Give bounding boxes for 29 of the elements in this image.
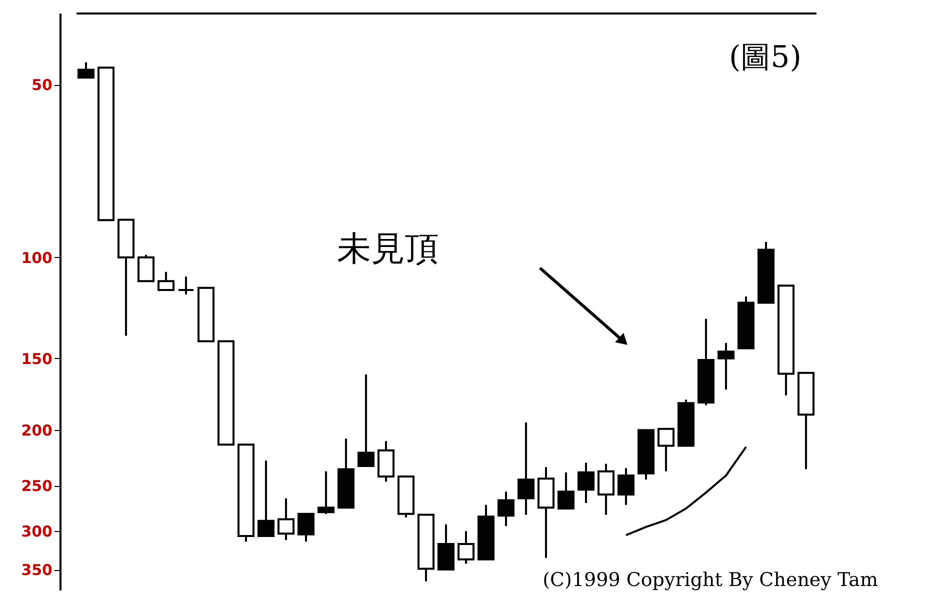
y-tick-label: 50 (32, 76, 52, 94)
y-tick-label: 350 (21, 561, 52, 580)
candlestick (498, 490, 514, 528)
y-tick-label: 300 (21, 522, 52, 541)
candlestick (358, 373, 374, 467)
candlestick (578, 462, 594, 504)
candlestick (458, 530, 474, 565)
candlestick (598, 462, 614, 516)
annotation: 未見頂 (337, 229, 439, 269)
y-tick-label: 200 (21, 422, 52, 440)
candlestick (518, 421, 534, 516)
y-tick-label: 150 (21, 350, 52, 368)
annotation: (C)1999 Copyright By Cheney Tam (542, 569, 878, 591)
candlestick (618, 467, 634, 506)
y-tick-label: 100 (21, 248, 52, 267)
annotation: (圖5) (728, 40, 802, 75)
candlestick (658, 428, 674, 472)
y-tick-label: 250 (21, 477, 52, 496)
candlestick (558, 471, 574, 510)
candlestick (298, 512, 314, 543)
candlestick (258, 460, 274, 538)
candlestick (278, 497, 294, 542)
candlestick (78, 61, 94, 79)
candlestick (158, 270, 174, 292)
candlestick (178, 276, 194, 296)
line-series (625, 446, 747, 536)
candlestick (718, 342, 734, 391)
candlestick (318, 470, 334, 515)
candlestick (138, 254, 154, 282)
